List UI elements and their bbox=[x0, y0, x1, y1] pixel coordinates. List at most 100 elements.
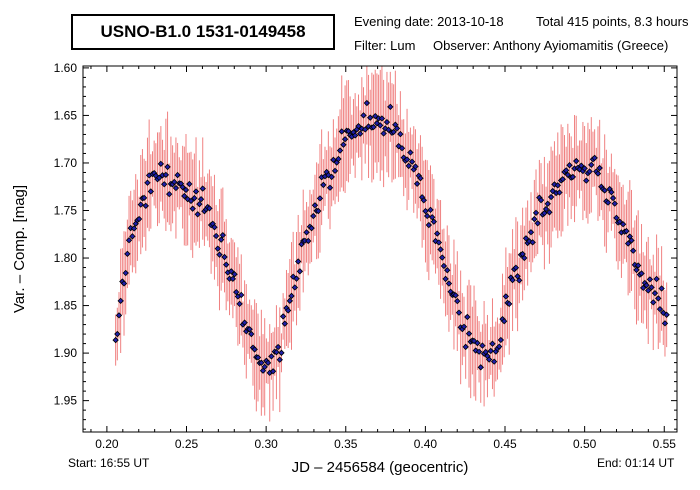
data-point bbox=[370, 123, 377, 131]
data-point bbox=[581, 165, 588, 172]
data-point bbox=[417, 175, 424, 182]
data-point bbox=[586, 168, 593, 175]
data-point bbox=[137, 201, 144, 208]
data-point bbox=[268, 353, 275, 360]
data-point bbox=[281, 320, 288, 327]
data-point bbox=[527, 229, 535, 236]
data-point bbox=[117, 297, 124, 305]
data-point bbox=[254, 354, 262, 361]
data-point bbox=[236, 300, 243, 308]
data-point bbox=[251, 346, 258, 353]
y-tick-label: 1.95 bbox=[54, 394, 78, 408]
data-point bbox=[179, 184, 186, 191]
data-point bbox=[497, 336, 505, 344]
data-point bbox=[663, 311, 670, 318]
data-point bbox=[487, 347, 494, 355]
data-point bbox=[407, 149, 414, 156]
x-axis-title: JD – 2456584 (geocentric) bbox=[292, 459, 469, 476]
data-point bbox=[573, 157, 580, 165]
data-point bbox=[477, 364, 484, 371]
data-point bbox=[199, 185, 206, 192]
data-point bbox=[398, 145, 406, 152]
data-point bbox=[363, 99, 371, 107]
data-point bbox=[248, 330, 255, 338]
y-tick-label: 1.80 bbox=[54, 251, 78, 265]
data-point bbox=[440, 262, 448, 270]
y-tick-label: 1.70 bbox=[54, 156, 78, 170]
data-point bbox=[512, 264, 520, 271]
data-point bbox=[412, 163, 419, 170]
data-point bbox=[365, 123, 372, 130]
data-point bbox=[351, 132, 359, 139]
data-point bbox=[496, 343, 503, 350]
data-point bbox=[640, 284, 647, 292]
data-point bbox=[192, 188, 200, 195]
data-point bbox=[269, 368, 277, 375]
data-point bbox=[191, 194, 198, 202]
x-tick-label: 0.40 bbox=[414, 437, 438, 451]
data-point bbox=[367, 114, 374, 121]
data-point bbox=[609, 194, 617, 202]
data-point bbox=[650, 299, 657, 306]
data-point bbox=[479, 342, 486, 349]
data-point bbox=[554, 182, 561, 189]
data-point bbox=[378, 115, 386, 122]
data-point bbox=[296, 268, 304, 275]
data-point bbox=[273, 349, 280, 356]
data-point bbox=[635, 262, 642, 269]
data-point bbox=[261, 363, 268, 371]
data-point bbox=[490, 358, 498, 365]
data-point bbox=[135, 215, 143, 223]
data-point bbox=[129, 233, 136, 240]
data-point bbox=[229, 275, 237, 283]
data-point bbox=[427, 206, 434, 214]
y-tick-label: 1.75 bbox=[54, 203, 78, 217]
data-point bbox=[566, 162, 573, 169]
data-point bbox=[455, 309, 463, 316]
data-point bbox=[387, 103, 394, 111]
data-point bbox=[223, 261, 230, 268]
data-point bbox=[452, 292, 459, 299]
data-point bbox=[439, 254, 446, 261]
data-point bbox=[651, 290, 659, 297]
data-point bbox=[214, 245, 221, 252]
data-point bbox=[246, 326, 253, 333]
data-point bbox=[382, 125, 389, 132]
data-point bbox=[233, 288, 240, 296]
data-point bbox=[216, 251, 223, 258]
data-point bbox=[293, 275, 300, 282]
y-tick-label: 1.90 bbox=[54, 346, 78, 360]
end-time: End: 01:14 UT bbox=[597, 456, 675, 470]
filter-label: Filter: Lum bbox=[354, 38, 416, 53]
data-point bbox=[611, 200, 618, 207]
data-point bbox=[434, 230, 441, 237]
data-point bbox=[335, 155, 342, 163]
data-point bbox=[594, 170, 602, 177]
data-point bbox=[475, 348, 483, 355]
data-point bbox=[341, 136, 349, 143]
data-point bbox=[115, 312, 123, 319]
data-point bbox=[320, 181, 327, 189]
data-point bbox=[526, 238, 533, 245]
data-point bbox=[182, 186, 190, 194]
data-point bbox=[529, 239, 536, 246]
data-point bbox=[124, 250, 131, 258]
data-point bbox=[645, 287, 652, 294]
data-point bbox=[521, 254, 528, 262]
data-point bbox=[144, 179, 151, 186]
data-point bbox=[454, 297, 461, 305]
data-point bbox=[122, 269, 129, 277]
x-tick-label: 0.25 bbox=[175, 437, 199, 451]
data-point bbox=[308, 225, 315, 232]
data-point bbox=[221, 253, 228, 261]
x-axis: 0.20 0.25 0.30 0.35 0.40 0.45 0.50 0.55 bbox=[90, 66, 676, 451]
y-axis: 1.60 1.65 1.70 1.75 1.80 1.85 1.90 1.95 bbox=[54, 61, 677, 430]
data-point bbox=[564, 171, 572, 179]
data-point bbox=[197, 196, 205, 203]
data-point bbox=[377, 122, 384, 129]
data-point bbox=[532, 209, 540, 217]
data-point bbox=[403, 156, 411, 163]
data-point bbox=[623, 227, 630, 235]
data-point bbox=[330, 156, 337, 164]
